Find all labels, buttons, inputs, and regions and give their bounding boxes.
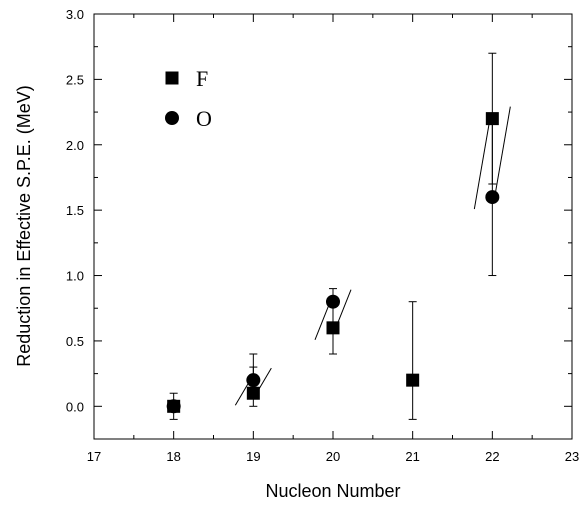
data-marks <box>166 52 511 420</box>
x-tick-label-23: 23 <box>565 449 579 464</box>
y-tick-label-0.0: 0.0 <box>66 399 84 414</box>
series-O-group <box>166 118 500 420</box>
y-tick-label-3.0: 3.0 <box>66 7 84 22</box>
y-tick-label-2.0: 2.0 <box>66 138 84 153</box>
connector-line-22 <box>473 116 491 210</box>
x-axis-label: Nucleon Number <box>265 481 400 501</box>
connector-line-20 <box>314 299 332 341</box>
point-O-22 <box>485 190 500 205</box>
legend-marker-O <box>165 111 179 125</box>
y-axis-ticks: 0.0 0.5 1.0 1.5 2.0 2.5 3.0 <box>66 7 572 440</box>
x-axis-ticks: 17 18 19 20 21 22 23 <box>87 14 579 464</box>
connector-line-20 <box>334 289 352 331</box>
connector-line-19 <box>254 367 272 396</box>
x-tick-label-19: 19 <box>246 449 260 464</box>
y-tick-label-2.5: 2.5 <box>66 72 84 87</box>
x-tick-label-22: 22 <box>485 449 499 464</box>
y-tick-label-1.0: 1.0 <box>66 269 84 284</box>
connector-line-22 <box>493 106 511 200</box>
x-tick-label-21: 21 <box>405 449 419 464</box>
x-tick-label-18: 18 <box>166 449 180 464</box>
connector-line-19 <box>234 377 252 406</box>
y-tick-label-0.5: 0.5 <box>66 334 84 349</box>
legend: FO <box>165 66 212 131</box>
y-axis-label: Reduction in Effective S.P.E. (MeV) <box>14 85 34 366</box>
point-O-18 <box>166 399 181 414</box>
point-F-21 <box>406 373 420 387</box>
legend-label-F: F <box>196 66 208 91</box>
x-tick-label-20: 20 <box>326 449 340 464</box>
point-O-20 <box>326 294 340 309</box>
y-tick-label-1.5: 1.5 <box>66 203 84 218</box>
legend-marker-F <box>165 71 179 85</box>
x-tick-label-17: 17 <box>87 449 101 464</box>
point-O-19 <box>246 373 261 388</box>
series-F-group <box>167 52 499 420</box>
legend-label-O: O <box>196 106 212 131</box>
